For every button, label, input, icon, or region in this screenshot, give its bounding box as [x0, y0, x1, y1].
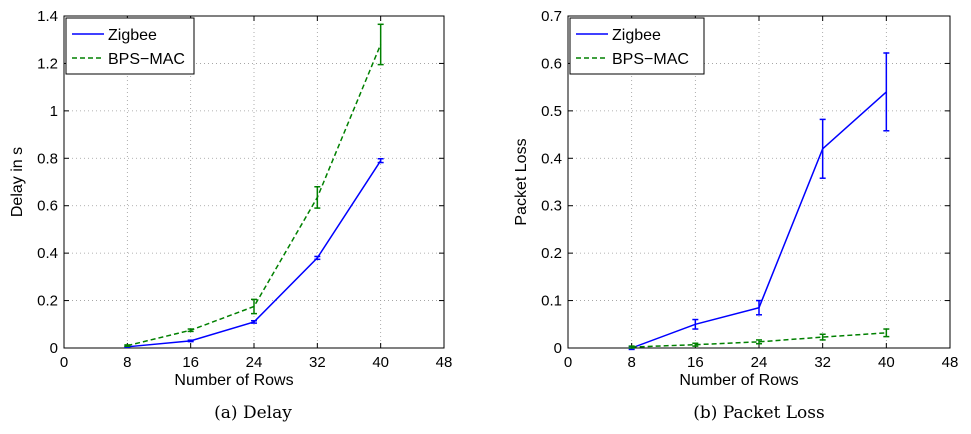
x-tick-label: 32 [814, 354, 831, 371]
legend-box [65, 17, 195, 75]
x-tick-label: 32 [309, 354, 326, 371]
x-tick-label: 0 [60, 354, 68, 371]
y-tick-label: 0.7 [541, 8, 562, 25]
y-axis-label: Delay in s [9, 147, 26, 217]
x-tick-label: 48 [436, 354, 453, 371]
y-tick-label: 0 [554, 340, 562, 357]
x-tick-label: 0 [564, 354, 572, 371]
x-tick-label: 8 [627, 354, 635, 371]
y-axis-label: Packet Loss [513, 138, 530, 225]
figure-caption: (b) Packet Loss [693, 403, 824, 423]
x-tick-label: 40 [878, 354, 895, 371]
legend-entry-label: BPS−MAC [612, 51, 689, 68]
legend-entry-label: BPS−MAC [108, 51, 185, 68]
series-bps-mac [124, 23, 384, 348]
x-axis-label: Number of Rows [174, 372, 293, 389]
legend-entry-label: Zigbee [108, 27, 157, 44]
series-line [631, 332, 887, 348]
y-tick-label: 0.4 [541, 150, 562, 167]
x-tick-label: 48 [942, 354, 959, 371]
y-tick-label: 1.2 [37, 55, 58, 72]
x-tick-label: 16 [182, 354, 199, 371]
series-bps-mac [628, 328, 890, 349]
y-tick-label: 1 [50, 103, 58, 120]
x-tick-label: 16 [687, 354, 704, 371]
y-tick-label: 1.4 [37, 8, 58, 25]
y-tick-label: 0.2 [541, 245, 562, 262]
y-tick-label: 0.5 [541, 103, 562, 120]
packet-loss-chart: 0 8 16 24 32 40 48 0 0.1 0.2 0.3 0.4 0.5 0.6 0.7 Number… [513, 8, 958, 423]
y-tick-label: 0.1 [541, 293, 562, 310]
x-tick-label: 24 [246, 354, 263, 371]
legend: Zigbee BPS−MAC [569, 17, 705, 75]
x-axis-label: Number of Rows [679, 372, 798, 389]
legend: Zigbee BPS−MAC [65, 17, 195, 75]
delay-chart: 0 8 16 24 32 40 48 0 0.2 0.4 0.6 0.8 1 1.2 1.4 Number o… [9, 8, 452, 423]
figure-caption: (a) Delay [214, 403, 292, 423]
y-tick-label: 0.3 [541, 198, 562, 215]
x-tick-label: 24 [751, 354, 768, 371]
x-tick-label: 8 [123, 354, 131, 371]
legend-box [569, 17, 705, 75]
y-tick-label: 0.2 [37, 293, 58, 310]
legend-entry-label: Zigbee [612, 27, 661, 44]
y-tick-label: 0.6 [541, 55, 562, 72]
y-tick-label: 0.8 [37, 150, 58, 167]
y-tick-label: 0 [50, 340, 58, 357]
y-tick-label: 0.4 [37, 245, 58, 262]
y-tick-label: 0.6 [37, 198, 58, 215]
x-tick-label: 40 [372, 354, 389, 371]
